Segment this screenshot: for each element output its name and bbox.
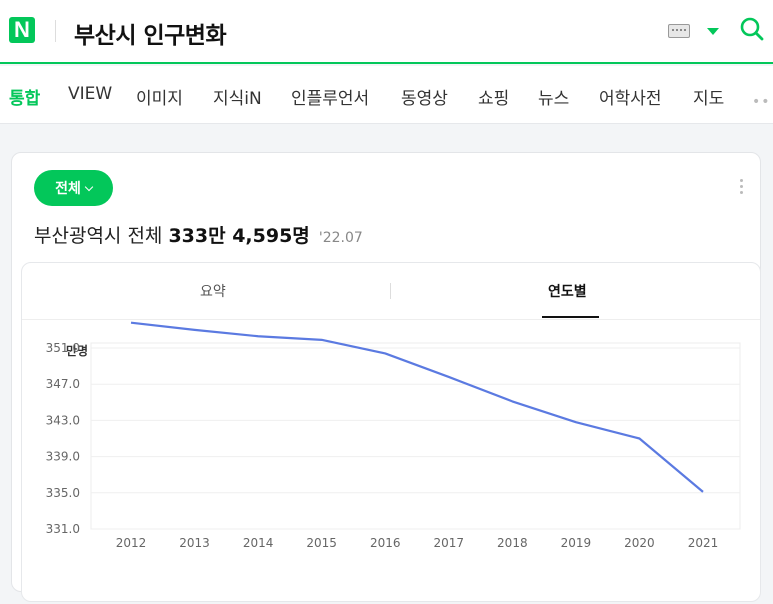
header-divider — [55, 20, 56, 42]
tab-video[interactable]: 동영상 — [401, 89, 448, 109]
data-point[interactable] — [125, 320, 137, 329]
tab-dictionary[interactable]: 어학사전 — [599, 89, 662, 109]
search-query[interactable]: 부산시 인구변화 — [74, 23, 227, 49]
data-point[interactable] — [189, 324, 201, 336]
subtab-divider — [390, 283, 391, 299]
x-tick-label: 2018 — [497, 536, 528, 550]
data-point[interactable] — [506, 395, 518, 407]
y-tick-label: 343.0 — [46, 413, 80, 427]
y-tick-label: 331.0 — [46, 522, 80, 536]
x-tick-label: 2012 — [116, 536, 147, 550]
x-tick-label: 2015 — [306, 536, 337, 550]
x-tick-label: 2020 — [624, 536, 655, 550]
data-point[interactable] — [633, 433, 645, 445]
subtab-summary[interactable]: 요약 — [200, 284, 226, 300]
population-headline: 부산광역시 전체 333만 4,595명 '22.07 — [34, 221, 363, 248]
population-series-line — [130, 321, 704, 493]
tab-image[interactable]: 이미지 — [136, 89, 183, 109]
population-line-chart: 만명 351.0 347.0 343.0 339.0 335.0 331.0 2012 201… — [46, 320, 741, 550]
data-point[interactable] — [379, 347, 391, 359]
tab-view[interactable]: VIEW — [68, 84, 113, 104]
data-point[interactable] — [697, 486, 709, 498]
data-point[interactable] — [252, 330, 264, 342]
tab-kin[interactable]: 지식iN — [213, 89, 262, 109]
chevron-down-icon — [84, 182, 94, 192]
x-tick-label: 2021 — [688, 536, 719, 550]
search-icon[interactable] — [740, 17, 764, 41]
subtab-yearly[interactable]: 연도별 — [548, 284, 587, 300]
x-tick-label: 2019 — [561, 536, 592, 550]
population-card: 전체 부산광역시 전체 333만 4,595명 '22.07 요약 연도별 만명… — [11, 152, 761, 602]
headline-value: 333만 4,595명 — [168, 225, 310, 247]
x-tick-label: 2017 — [434, 536, 465, 550]
population-panel: 요약 연도별 만명 351.0 347.0 343.0 339.0 335.0 331.0… — [21, 262, 761, 602]
y-axis-unit: 만명 — [66, 343, 88, 358]
tab-map[interactable]: 지도 — [693, 89, 725, 109]
x-tick-label: 2013 — [179, 536, 210, 550]
keyboard-icon[interactable] — [668, 24, 690, 38]
headline-date: '22.07 — [318, 230, 363, 246]
search-tabs: 통합 VIEW 이미지 지식iN 인플루언서 동영상 쇼핑 뉴스 어학사전 지도… — [0, 66, 773, 124]
active-subtab-indicator — [542, 316, 599, 318]
tab-more-icon[interactable]: •• — [752, 94, 771, 110]
headline-region: 부산광역시 전체 — [34, 225, 163, 247]
tab-influencer[interactable]: 인플루언서 — [291, 89, 370, 109]
region-filter-button[interactable]: 전체 — [34, 170, 113, 206]
filter-label: 전체 — [55, 181, 81, 197]
data-point[interactable] — [570, 416, 582, 428]
more-options-icon[interactable] — [740, 179, 744, 197]
tab-news[interactable]: 뉴스 — [538, 89, 570, 109]
y-tick-label: 339.0 — [46, 450, 80, 464]
data-point[interactable] — [443, 371, 455, 383]
tab-integrated[interactable]: 통합 — [9, 89, 41, 109]
tab-shopping[interactable]: 쇼핑 — [478, 89, 510, 109]
naver-logo[interactable]: N — [9, 17, 35, 43]
y-tick-label: 347.0 — [46, 377, 80, 391]
data-point[interactable] — [316, 334, 328, 346]
y-tick-label: 335.0 — [46, 486, 80, 500]
caret-down-icon[interactable] — [707, 28, 719, 35]
x-tick-label: 2016 — [370, 536, 401, 550]
y-tick-label: 351.0 — [46, 341, 80, 355]
x-tick-label: 2014 — [243, 536, 274, 550]
search-header: N 부산시 인구변화 — [0, 0, 773, 64]
subtab-bottom-border — [22, 319, 760, 320]
